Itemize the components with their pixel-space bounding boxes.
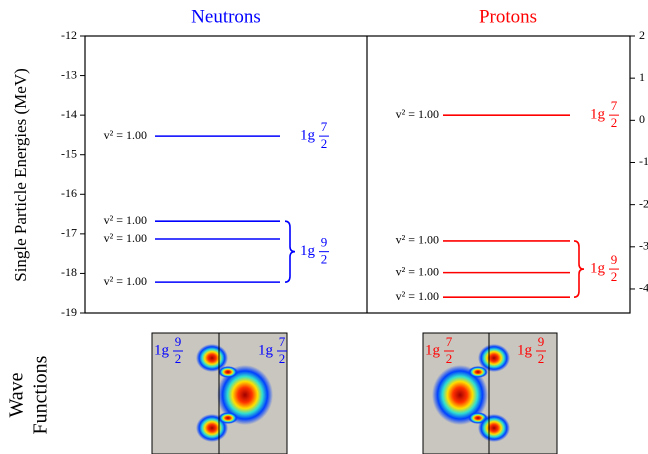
y-tick-label: -12 [61, 28, 77, 42]
wave-orbital-label-den: 2 [446, 351, 453, 366]
occupancy-label: v² = 1.00 [396, 264, 439, 278]
orbital-label-den: 2 [321, 136, 328, 151]
orbital-label-num: 7 [321, 119, 328, 134]
group-brace [284, 220, 296, 283]
y2-tick-label: -2 [639, 196, 648, 210]
occupancy-label: v² = 1.00 [104, 213, 147, 227]
y-tick-label: -14 [61, 107, 77, 121]
occupancy-label: v² = 1.00 [396, 233, 439, 247]
occupancy-label: v² = 1.00 [396, 107, 439, 121]
orbital-label-den: 2 [611, 115, 618, 130]
y-tick-label: -18 [61, 265, 77, 279]
wave-image [422, 332, 558, 454]
wave-orbital-label-num: 7 [446, 334, 453, 349]
y-axis-label: Single Particle Energies (MeV) [11, 68, 30, 282]
orbital-label-den: 2 [321, 252, 328, 267]
wave-image [151, 332, 288, 454]
occupancy-label: v² = 1.00 [396, 289, 439, 303]
orbital-label: 1g [590, 107, 606, 123]
wave-orbital-label: 1g [258, 342, 274, 358]
occupancy-label: v² = 1.00 [104, 274, 147, 288]
group-brace [573, 240, 585, 298]
wave-orbital-label-num: 9 [175, 334, 182, 349]
y2-tick-label: -1 [639, 154, 648, 168]
y2-tick-label: -3 [639, 239, 648, 253]
y2-tick-label: -4 [639, 281, 648, 295]
orbital-label-num: 9 [321, 235, 328, 250]
orbital-label-num: 9 [611, 252, 618, 267]
y2-tick-label: 0 [639, 112, 645, 126]
wave-orbital-label-den: 2 [279, 351, 286, 366]
panel-title: Neutrons [191, 6, 261, 27]
plot-frame [84, 35, 631, 314]
orbital-label-num: 7 [611, 98, 618, 113]
wave-orbital-label: 1g [517, 342, 533, 358]
y2-tick-label: 1 [639, 70, 645, 84]
y-tick-label: -16 [61, 186, 77, 200]
y-tick-label: -15 [61, 146, 77, 160]
wave-label: Wave [6, 372, 28, 417]
panel-title: Protons [479, 6, 537, 27]
wave-orbital-label-num: 7 [279, 334, 286, 349]
y-tick-label: -13 [61, 67, 77, 81]
occupancy-label: v² = 1.00 [104, 231, 147, 245]
orbital-label: 1g [300, 128, 316, 144]
wave-orbital-label-den: 2 [175, 351, 182, 366]
wave-orbital-label: 1g [154, 342, 170, 358]
y2-tick-label: 2 [639, 28, 645, 42]
y-tick-label: -17 [61, 226, 77, 240]
orbital-label: 1g [300, 243, 316, 259]
wave-orbital-label-den: 2 [538, 351, 545, 366]
wave-label: Functions [30, 355, 52, 434]
occupancy-label: v² = 1.00 [104, 128, 147, 142]
orbital-label: 1g [590, 261, 606, 277]
orbital-label-den: 2 [611, 269, 618, 284]
wave-orbital-label: 1g [425, 342, 441, 358]
wave-orbital-label-num: 9 [538, 334, 545, 349]
y-tick-label: -19 [61, 305, 77, 319]
